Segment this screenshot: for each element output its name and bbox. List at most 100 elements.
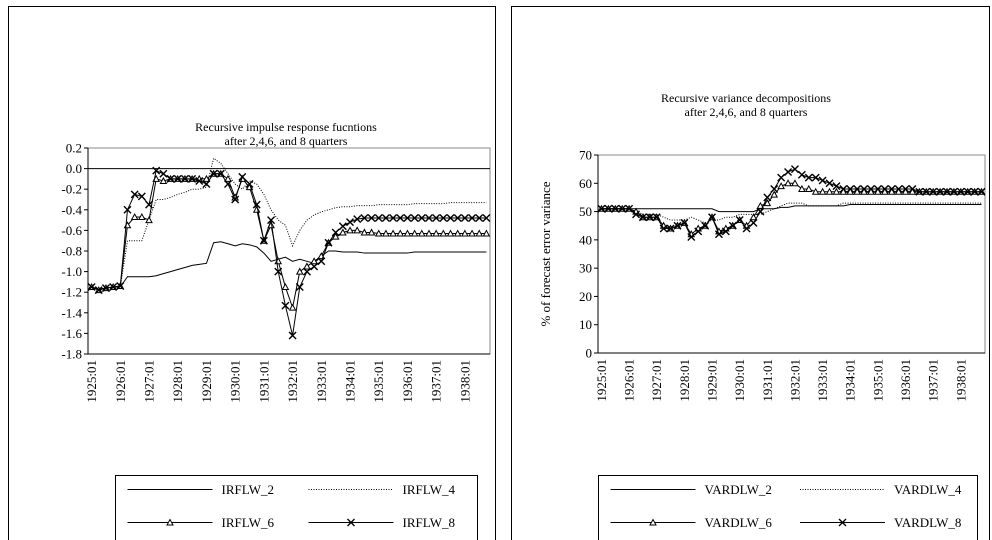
x-tick-label: 1925:01 <box>594 359 609 402</box>
x-tick-label: 1931:01 <box>760 359 775 402</box>
marker-triangle <box>770 190 779 198</box>
x-tick-label: 1927:01 <box>649 359 664 402</box>
marker-x <box>652 213 661 222</box>
marker-x <box>166 174 175 183</box>
marker-triangle <box>353 226 362 234</box>
marker-triangle <box>894 187 903 195</box>
x-tick-label: 1934:01 <box>843 359 858 402</box>
y-tick-label: 0 <box>586 346 593 361</box>
chart-panel: Recursive impulse response fucntionsafte… <box>8 6 496 540</box>
chart-title: Recursive impulse response fucntions <box>195 120 377 134</box>
x-tick-label: 1926:01 <box>113 360 128 403</box>
marker-x <box>915 187 924 196</box>
marker-x <box>797 170 806 179</box>
marker-x <box>360 214 369 223</box>
marker-triangle <box>224 174 232 182</box>
legend-label: VARDLW_6 <box>705 515 773 530</box>
marker-x <box>381 214 390 223</box>
marker-triangle <box>410 229 419 237</box>
marker-x <box>295 283 304 292</box>
marker-x <box>216 169 225 178</box>
marker-x <box>714 230 723 239</box>
marker-x <box>832 182 841 191</box>
x-tick-label: 1929:01 <box>705 359 720 402</box>
marker-triangle <box>880 187 889 195</box>
x-tick-label: 1935:01 <box>371 360 386 403</box>
y-tick-label: 30 <box>579 261 592 276</box>
x-tick-label: 1927:01 <box>142 360 157 403</box>
marker-x <box>460 214 469 223</box>
marker-triangle <box>389 229 397 237</box>
marker-x <box>123 205 132 214</box>
marker-x <box>887 184 896 193</box>
marker-x <box>180 174 189 183</box>
marker-x <box>604 204 613 213</box>
x-tick-label: 1933:01 <box>314 360 329 403</box>
y-tick-label: -1.4 <box>61 305 82 320</box>
legend-box <box>115 475 478 540</box>
y-tick-label: 10 <box>579 317 592 332</box>
marker-triangle <box>908 187 917 195</box>
y-tick-label: 70 <box>579 148 592 163</box>
marker-x <box>389 214 398 223</box>
y-tick-label: -0.4 <box>61 202 82 217</box>
marker-x <box>259 236 268 245</box>
marker-x <box>367 214 376 223</box>
x-tick-label: 1938:01 <box>457 360 472 403</box>
legend-box <box>598 475 978 540</box>
x-tick-label: 1937:01 <box>926 359 941 402</box>
y-axis-label: % of forecast error variance <box>538 181 553 326</box>
legend-label: IRFLW_4 <box>403 482 456 497</box>
marker-x <box>202 180 211 189</box>
x-tick-label: 1928:01 <box>170 360 185 403</box>
marker-triangle <box>295 267 304 275</box>
marker-x <box>908 184 917 193</box>
marker-x <box>116 282 125 291</box>
marker-x <box>338 222 347 231</box>
marker-x <box>880 184 889 193</box>
marker-x <box>922 187 931 196</box>
marker-x <box>417 214 426 223</box>
marker-x <box>403 214 412 223</box>
marker-x <box>302 267 311 276</box>
marker-triangle <box>777 182 785 190</box>
panel-border <box>8 6 496 540</box>
plot-area <box>597 154 986 354</box>
marker-x <box>735 216 744 225</box>
legend-entry: IRFLW_4 <box>308 482 456 497</box>
marker-triangle <box>784 179 792 187</box>
marker-x <box>970 187 979 196</box>
marker-x <box>625 204 634 213</box>
marker-x <box>288 331 297 340</box>
legend-entry: VARDLW_6 <box>610 515 773 530</box>
marker-triangle <box>202 174 211 182</box>
marker-x <box>659 224 668 233</box>
marker-x <box>101 284 110 293</box>
marker-x <box>310 262 319 271</box>
marker-x <box>977 187 986 196</box>
legend-entry: VARDLW_2 <box>610 482 772 497</box>
legend-label: IRFLW_6 <box>222 515 275 530</box>
marker-triangle <box>860 187 868 195</box>
marker-triangle <box>839 187 848 195</box>
y-tick-label: 60 <box>579 176 592 191</box>
marker-x <box>749 218 758 227</box>
marker-triangle <box>396 229 405 237</box>
marker-triangle <box>791 179 799 187</box>
x-tick-label: 1925:01 <box>84 360 99 403</box>
marker-x <box>756 207 765 216</box>
x-tick-label: 1930:01 <box>732 359 747 402</box>
marker-x <box>597 204 606 213</box>
marker-x <box>811 173 820 182</box>
marker-triangle <box>137 212 146 221</box>
y-tick-label: 0.0 <box>66 161 82 176</box>
marker-triangle <box>374 229 383 237</box>
marker-x <box>860 184 869 193</box>
legend-marker <box>649 518 657 526</box>
marker-x <box>846 184 855 193</box>
marker-x <box>790 165 799 174</box>
marker-triangle <box>832 187 841 195</box>
marker-x <box>611 204 620 213</box>
marker-x <box>742 224 751 233</box>
